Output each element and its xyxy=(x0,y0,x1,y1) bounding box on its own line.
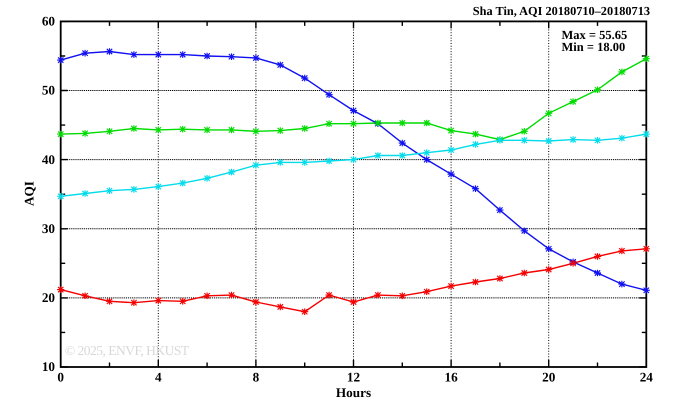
svg-text:60: 60 xyxy=(42,14,56,29)
svg-text:20: 20 xyxy=(42,290,56,305)
svg-text:0: 0 xyxy=(57,370,64,385)
svg-text:© 2025, ENVF, HKUST: © 2025, ENVF, HKUST xyxy=(65,343,190,358)
svg-text:50: 50 xyxy=(42,83,56,98)
svg-text:Sha Tin, AQI 20180710–20180713: Sha Tin, AQI 20180710–20180713 xyxy=(473,4,650,18)
svg-text:16: 16 xyxy=(445,370,459,385)
svg-text:12: 12 xyxy=(347,370,361,385)
svg-text:Hours: Hours xyxy=(336,385,371,400)
svg-text:20: 20 xyxy=(542,370,556,385)
svg-text:Max = 55.65: Max = 55.65 xyxy=(562,28,628,42)
svg-text:8: 8 xyxy=(253,370,260,385)
svg-text:40: 40 xyxy=(42,152,56,167)
svg-text:AQI: AQI xyxy=(22,181,37,206)
svg-text:30: 30 xyxy=(42,221,56,236)
svg-text:Min = 18.00: Min = 18.00 xyxy=(562,40,626,54)
svg-text:10: 10 xyxy=(42,359,56,374)
svg-text:4: 4 xyxy=(155,370,162,385)
svg-text:24: 24 xyxy=(640,370,654,385)
